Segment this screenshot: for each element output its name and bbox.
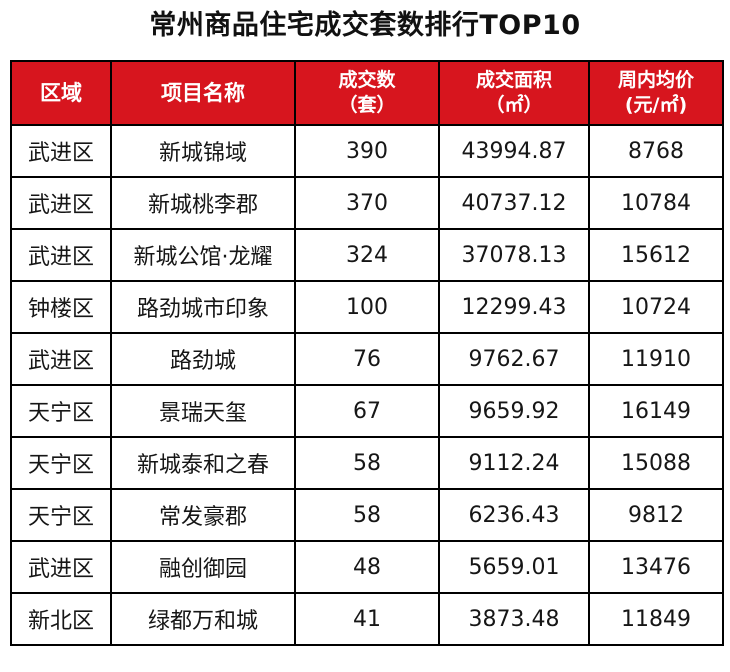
header-project-name-label: 项目名称 (161, 80, 245, 105)
cell-district: 新北区 (10, 592, 112, 646)
cell-district: 天宁区 (10, 384, 112, 438)
header-avg-price: 周内均价 (元/㎡) (588, 60, 724, 126)
header-avg-price-unit: (元/㎡) (624, 94, 688, 116)
table-row: 武进区 路劲城 76 9762.67 11910 (10, 332, 724, 386)
cell-district: 天宁区 (10, 488, 112, 542)
header-project-name: 项目名称 (110, 60, 296, 126)
cell-project-name: 新城公馆·龙耀 (110, 228, 296, 282)
table-row: 新北区 绿都万和城 41 3873.48 11849 (10, 592, 724, 646)
cell-deal-area: 12299.43 (438, 280, 590, 334)
cell-deal-count: 100 (294, 280, 440, 334)
cell-deal-count: 324 (294, 228, 440, 282)
header-deal-count-label: 成交数 (338, 69, 396, 91)
cell-district: 钟楼区 (10, 280, 112, 334)
cell-project-name: 常发豪郡 (110, 488, 296, 542)
table-row: 武进区 新城公馆·龙耀 324 37078.13 15612 (10, 228, 724, 282)
table-row: 钟楼区 路劲城市印象 100 12299.43 10724 (10, 280, 724, 334)
cell-deal-count: 58 (294, 436, 440, 490)
ranking-table: 区域 项目名称 成交数 （套） 成交面积 （㎡） 周内均价 (元/㎡) (10, 60, 724, 646)
cell-deal-area: 5659.01 (438, 540, 590, 594)
cell-deal-count: 58 (294, 488, 440, 542)
cell-district: 武进区 (10, 228, 112, 282)
cell-project-name: 新城泰和之春 (110, 436, 296, 490)
header-deal-area-unit: （㎡） (485, 94, 543, 116)
header-deal-area-label: 成交面积 (475, 69, 552, 91)
cell-project-name: 新城桃李郡 (110, 176, 296, 230)
cell-avg-price: 10724 (588, 280, 724, 334)
cell-project-name: 融创御园 (110, 540, 296, 594)
cell-project-name: 路劲城 (110, 332, 296, 386)
cell-project-name: 景瑞天玺 (110, 384, 296, 438)
cell-deal-area: 3873.48 (438, 592, 590, 646)
cell-deal-area: 40737.12 (438, 176, 590, 230)
cell-deal-count: 48 (294, 540, 440, 594)
cell-avg-price: 9812 (588, 488, 724, 542)
header-deal-area: 成交面积 （㎡） (438, 60, 590, 126)
cell-deal-count: 390 (294, 124, 440, 178)
table-row: 天宁区 常发豪郡 58 6236.43 9812 (10, 488, 724, 542)
cell-district: 武进区 (10, 540, 112, 594)
cell-district: 武进区 (10, 124, 112, 178)
cell-district: 武进区 (10, 332, 112, 386)
cell-deal-count: 370 (294, 176, 440, 230)
cell-project-name: 路劲城市印象 (110, 280, 296, 334)
table-row: 武进区 新城锦域 390 43994.87 8768 (10, 124, 724, 178)
cell-avg-price: 8768 (588, 124, 724, 178)
cell-deal-area: 6236.43 (438, 488, 590, 542)
table-header: 区域 项目名称 成交数 （套） 成交面积 （㎡） 周内均价 (元/㎡) (10, 60, 724, 126)
cell-deal-area: 37078.13 (438, 228, 590, 282)
header-district: 区域 (10, 60, 112, 126)
page-title: 常州商品住宅成交套数排行TOP10 (149, 10, 581, 41)
table-body: 武进区 新城锦域 390 43994.87 8768 武进区 新城桃李郡 370 40737.1… (10, 124, 724, 646)
header-deal-count-unit: （套） (338, 94, 396, 116)
table-row: 天宁区 新城泰和之春 58 9112.24 15088 (10, 436, 724, 490)
cell-avg-price: 11849 (588, 592, 724, 646)
cell-deal-area: 9659.92 (438, 384, 590, 438)
cell-deal-area: 9762.67 (438, 332, 590, 386)
header-avg-price-label: 周内均价 (617, 69, 694, 91)
header-row: 区域 项目名称 成交数 （套） 成交面积 （㎡） 周内均价 (元/㎡) (10, 60, 724, 126)
table-row: 武进区 融创御园 48 5659.01 13476 (10, 540, 724, 594)
table-row: 武进区 新城桃李郡 370 40737.12 10784 (10, 176, 724, 230)
cell-district: 天宁区 (10, 436, 112, 490)
cell-avg-price: 15612 (588, 228, 724, 282)
cell-deal-area: 43994.87 (438, 124, 590, 178)
cell-avg-price: 13476 (588, 540, 724, 594)
cell-deal-area: 9112.24 (438, 436, 590, 490)
cell-avg-price: 11910 (588, 332, 724, 386)
cell-project-name: 新城锦域 (110, 124, 296, 178)
cell-deal-count: 67 (294, 384, 440, 438)
cell-avg-price: 15088 (588, 436, 724, 490)
table-row: 天宁区 景瑞天玺 67 9659.92 16149 (10, 384, 724, 438)
cell-district: 武进区 (10, 176, 112, 230)
cell-avg-price: 16149 (588, 384, 724, 438)
cell-deal-count: 41 (294, 592, 440, 646)
cell-avg-price: 10784 (588, 176, 724, 230)
cell-deal-count: 76 (294, 332, 440, 386)
cell-project-name: 绿都万和城 (110, 592, 296, 646)
header-district-label: 区域 (40, 80, 82, 105)
header-deal-count: 成交数 （套） (294, 60, 440, 126)
